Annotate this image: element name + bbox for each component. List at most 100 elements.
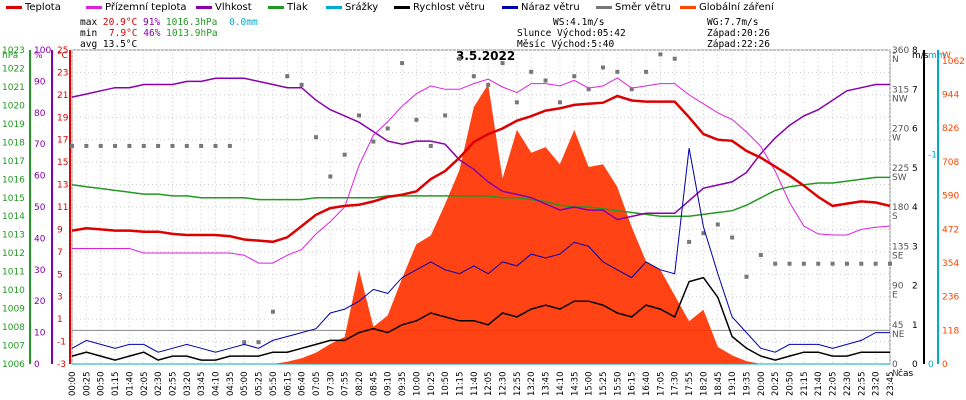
- wind-direction-point: [888, 261, 892, 266]
- wind-direction-point: [400, 61, 405, 66]
- dir-axis-tick: 0: [892, 360, 898, 370]
- x-tick-label: 00:25: [82, 372, 92, 397]
- stats-max-temp: 20.9°C: [102, 17, 138, 28]
- dir-axis-letter: SW: [892, 173, 907, 183]
- wind-direction-point: [84, 143, 89, 148]
- pct-axis-tick: 10: [34, 329, 46, 339]
- w-axis-tick: 826: [942, 124, 959, 134]
- stats-min-press: 1013.9hPa: [166, 28, 218, 39]
- x-tick-label: 21:15: [800, 372, 810, 397]
- x-tick-label: 13:45: [542, 372, 552, 397]
- dir-axis-letter: E: [892, 291, 898, 301]
- hpa-axis-tick: 1020: [2, 101, 25, 111]
- wind-direction-point: [615, 69, 620, 74]
- hpa-axis-tick: 1007: [2, 342, 25, 352]
- w-axis-tick: 118: [942, 326, 959, 336]
- series-globalni-zareni: [72, 84, 890, 365]
- x-tick-label: 17:55: [685, 372, 695, 397]
- x-tick-label: 08:20: [355, 372, 365, 397]
- wind-direction-point: [299, 82, 304, 87]
- wg-value: WG:7.7m/s: [707, 17, 759, 28]
- pct-axis-tick: 30: [34, 266, 46, 276]
- x-tick-label: 10:00: [412, 372, 422, 397]
- dir-axis-letter: N: [892, 369, 899, 379]
- ms-axis-tick: 3: [912, 242, 918, 252]
- w-axis-tick: 0: [942, 360, 948, 370]
- wind-direction-point: [859, 261, 864, 266]
- pct-axis-tick: 20: [34, 297, 46, 307]
- x-tick-label: 10:25: [427, 372, 437, 397]
- wind-direction-point: [543, 78, 548, 83]
- dir-axis-letter: N: [892, 55, 899, 65]
- x-tick-label: 18:45: [714, 372, 724, 397]
- wind-direction-point: [457, 56, 462, 61]
- wind-direction-point: [127, 143, 132, 148]
- legend-item-srazky: Srážky: [326, 2, 378, 13]
- wind-direction-point: [227, 143, 232, 148]
- ms-axis-tick: 7: [912, 85, 918, 95]
- x-tick-label: 12:30: [499, 372, 509, 397]
- temp-axis-tick: 25: [57, 46, 68, 56]
- hpa-axis-tick: 1022: [2, 64, 25, 74]
- x-tick-label: 12:05: [484, 372, 494, 397]
- temp-axis-tick: 17: [57, 136, 68, 146]
- x-tick-label: 15:00: [585, 372, 595, 397]
- legend-item-rychlost-vetru: Rychlost větru: [394, 2, 485, 13]
- hpa-axis-tick: 1010: [2, 286, 25, 296]
- ms-axis-tick: 1: [912, 321, 918, 331]
- x-tick-label: 05:00: [240, 372, 250, 397]
- stats-max-hum: 91%: [142, 17, 161, 28]
- w-axis-tick: 236: [942, 293, 959, 303]
- x-tick-label: 18:20: [699, 372, 709, 397]
- dir-axis-label: °: [892, 51, 897, 61]
- wind-direction-point: [313, 135, 318, 140]
- wind-direction-point: [328, 174, 333, 179]
- series-naraz-vetru: [71, 148, 890, 353]
- temp-axis-tick: -3: [57, 360, 66, 370]
- ws-value: WS:4.1m/s: [553, 17, 605, 28]
- stats-min-label: min: [80, 28, 98, 39]
- wind-direction-point: [156, 143, 161, 148]
- hpa-axis-tick: 1016: [2, 175, 25, 185]
- x-tick-label: 02:30: [154, 372, 164, 397]
- x-tick-label: 14:35: [570, 372, 580, 397]
- temp-axis-tick: 23: [57, 68, 68, 78]
- temp-axis-label: °C: [57, 51, 68, 61]
- pct-axis-tick: 80: [34, 109, 46, 119]
- x-tick-label: 16:40: [642, 372, 652, 397]
- dir-axis-tick: 225: [892, 164, 909, 174]
- hpa-axis-tick: 1009: [2, 305, 25, 315]
- w-axis-tick: 944: [942, 91, 959, 101]
- temp-axis-tick: 19: [57, 113, 69, 123]
- pct-axis-tick: 40: [34, 234, 46, 244]
- temp-axis-tick: 21: [57, 91, 68, 101]
- hpa-axis-label: hPa: [2, 51, 18, 61]
- w-axis-label: W: [942, 51, 951, 61]
- x-tick-label: 11:15: [455, 372, 465, 397]
- stats-max-press: 1016.3hPa: [165, 17, 218, 28]
- w-axis-tick: 354: [942, 259, 959, 269]
- dir-axis-tick: 180: [892, 203, 909, 213]
- x-tick-label: 15:50: [613, 372, 623, 397]
- x-tick-label: 20:00: [757, 372, 767, 397]
- x-tick-label: 09:10: [384, 372, 394, 397]
- legend-item-vlhkost: Vlhkost: [196, 2, 252, 13]
- mm-axis-tick: -1: [928, 151, 937, 161]
- w-axis-tick: 472: [942, 225, 959, 235]
- wind-direction-point: [70, 143, 74, 148]
- x-tick-label: 03:45: [197, 372, 207, 397]
- wind-direction-point: [514, 100, 519, 105]
- ms-axis-tick: 0: [912, 360, 918, 370]
- wind-direction-point: [443, 113, 448, 118]
- dir-axis-letter: W: [892, 134, 901, 144]
- temp-axis-tick: 1: [57, 315, 63, 325]
- series-tlak: [71, 176, 890, 217]
- dir-axis-letter: S: [892, 212, 898, 222]
- wind-direction-point: [600, 65, 605, 70]
- temp-axis-tick: 13: [57, 181, 68, 191]
- ms-axis-tick: 2: [912, 282, 918, 292]
- wind-direction-point: [199, 143, 204, 148]
- x-tick-label: 20:25: [771, 372, 781, 397]
- dir-axis-letter: NE: [892, 330, 905, 340]
- x-tick-label: 06:15: [283, 372, 293, 397]
